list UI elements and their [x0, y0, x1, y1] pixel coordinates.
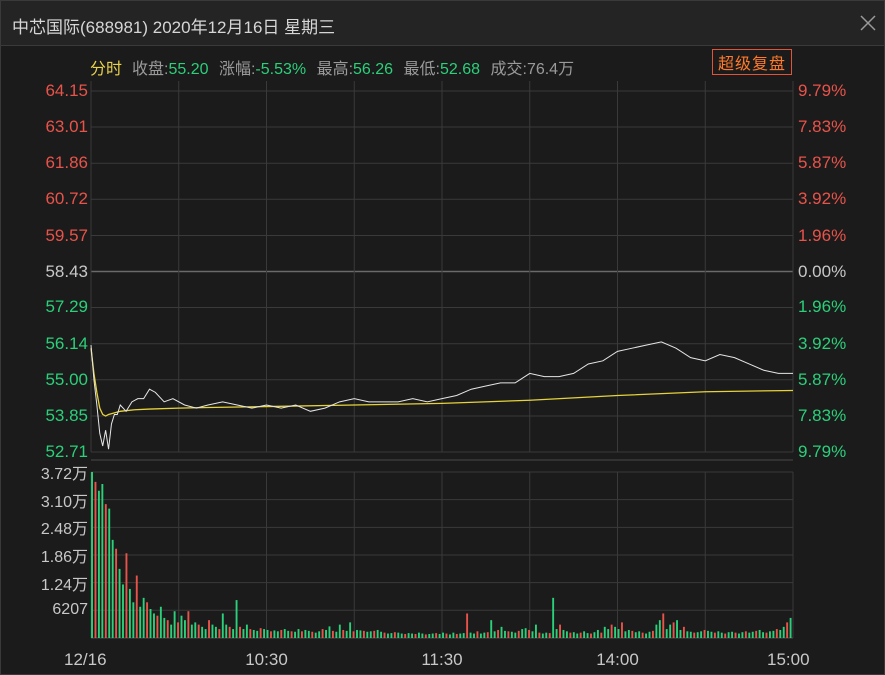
volume-label: 成交: — [490, 61, 527, 78]
percent-tick-label: 7.83% — [798, 116, 847, 136]
volume-tick-label: 3.10万 — [40, 493, 88, 511]
price-tick-label: 57.29 — [45, 297, 88, 317]
volume-tick-label: 2.48万 — [40, 521, 88, 539]
volume-tick-label: 1.86万 — [40, 549, 88, 566]
close-label: 收盘: — [132, 61, 169, 78]
percent-tick-label: 5.87% — [798, 369, 847, 389]
price-tick-label: 58.43 — [45, 261, 88, 281]
change-label: 涨幅: — [218, 61, 256, 78]
time-tick-label: 10:30 — [245, 650, 288, 669]
close-value: 55.20 — [168, 61, 209, 78]
title-bar: 中芯国际(688981) 2020年12月16日 星期三 — [1, 1, 884, 46]
percent-tick-label: 1.96% — [798, 297, 847, 317]
percent-tick-label: 1.96% — [798, 225, 847, 245]
percent-tick-label: 7.83% — [798, 406, 847, 426]
time-tick-label: 12/16 — [64, 650, 107, 669]
change-value: -5.53% — [255, 61, 307, 78]
mode-label: 分时 — [90, 61, 123, 78]
super-replay-button[interactable]: 超级复盘 — [712, 49, 792, 75]
window-title: 中芯国际(688981) 2020年12月16日 星期三 — [12, 18, 336, 37]
volume-value: 76.4万 — [526, 61, 575, 78]
percent-tick-label: 9.79% — [798, 442, 847, 461]
high-label: 最高: — [316, 61, 354, 78]
price-tick-label: 61.86 — [45, 153, 88, 173]
high-value: 56.26 — [353, 61, 394, 78]
time-tick-label: 11:30 — [421, 650, 463, 669]
volume-tick-label: 6207 — [52, 601, 88, 619]
low-label: 最低: — [403, 61, 440, 78]
volume-tick-label: 3.72万 — [40, 466, 88, 483]
percent-tick-label: 3.92% — [798, 189, 847, 209]
price-tick-label: 63.01 — [45, 116, 88, 136]
price-tick-label: 59.57 — [45, 225, 88, 245]
average-price-line — [90, 348, 794, 417]
price-tick-label: 55.00 — [45, 369, 88, 389]
price-tick-label: 56.14 — [45, 333, 88, 353]
price-tick-label: 52.71 — [45, 442, 88, 461]
price-tick-label: 53.85 — [45, 406, 88, 426]
quote-info-bar: 分时 收盘:55.20 涨幅:-5.53% 最高:56.26 最低:52.68 成… — [90, 55, 574, 79]
price-tick-label: 64.15 — [45, 81, 88, 100]
time-tick-label: 15:00 — [767, 650, 810, 669]
percent-tick-label: 0.00% — [798, 261, 847, 281]
low-value: 52.68 — [439, 61, 481, 78]
close-icon[interactable] — [858, 13, 878, 33]
price-line — [90, 341, 793, 450]
price-tick-label: 60.72 — [45, 189, 88, 209]
percent-tick-label: 3.92% — [798, 333, 847, 353]
time-tick-label: 14:00 — [596, 650, 639, 669]
percent-tick-label: 5.87% — [798, 153, 847, 173]
percent-tick-label: 9.79% — [798, 81, 847, 100]
volume-tick-label: 1.24万 — [40, 576, 88, 594]
